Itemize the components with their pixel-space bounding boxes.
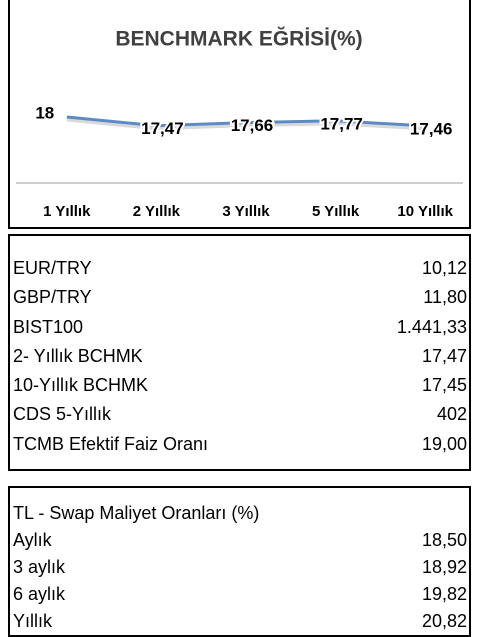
x-tick-label: 3 Yıllık [222,203,270,220]
cell-value: 11,80 [423,287,467,308]
cell-label: Aylık [13,530,52,550]
cell-label: EUR/TRY [13,258,92,278]
cell-value: 19,00 [421,433,467,454]
data-label: 17,47 [141,119,184,138]
chart-title: BENCHMARK EĞRİSİ(%) [115,27,362,51]
market-table: EUR/TRY 10,12 GBP/TRY 11,80 BIST100 1.441,33 2… [8,234,471,471]
line-shadow [66,118,426,131]
cell-label: GBP/TRY [13,287,92,308]
swap-table: TL - Swap Maliyet Oranları (%) Aylık 18,5… [8,486,471,637]
cell-value: 10,12 [421,258,467,278]
cell-label: 2- Yıllık BCHMK [13,345,143,366]
x-tick-label: 1 Yıllık [43,203,91,220]
data-label: 17,77 [320,114,363,133]
cell-label: CDS 5-Yıllık [13,404,112,425]
cell-value: 20,82 [421,611,467,631]
table-row: CDS 5-Yıllık 402 [10,400,469,429]
cell-value: 17,47 [421,345,467,366]
cell-label: 10-Yıllık BCHMK [13,375,149,396]
cell-label: BIST100 [13,316,84,337]
table-row: EUR/TRY 10,12 [10,254,469,283]
table-row: Aylık 18,50 [10,527,469,554]
chart: BENCHMARK EĞRİSİ(%) 1 Yıllık 2 Yıllık 3 Yı… [16,27,463,220]
cell-value: 18,50 [421,530,467,550]
x-tick-label: 2 Yıllık [133,203,181,220]
data-label: 17,66 [231,116,274,135]
table-row: GBP/TRY 11,80 [10,283,469,312]
table-title-text: TL - Swap Maliyet Oranları (%) [13,503,260,523]
data-label: 18 [35,103,54,122]
cell-label: 6 aylık [13,584,66,604]
cell-value: 402 [436,404,467,425]
table-row: 6 aylık 19,82 [10,581,469,608]
table-title: TL - Swap Maliyet Oranları (%) [10,500,469,527]
table-row: Yıllık 20,82 [10,608,469,635]
chart-panel: BENCHMARK EĞRİSİ(%) 1 Yıllık 2 Yıllık 3 Yı… [8,0,471,229]
cell-label: TCMB Efektif Faiz Oranı [13,433,209,454]
cell-label: 3 aylık [13,557,66,577]
cell-label: Yıllık [13,611,53,631]
table-row: 10-Yıllık BCHMK 17,45 [10,371,469,400]
cell-value: 1.441,33 [396,316,467,337]
x-tick-label: 5 Yıllık [312,203,360,220]
table-row: TCMB Efektif Faiz Oranı 19,00 [10,430,469,459]
table-row: 3 aylık 18,92 [10,554,469,581]
cell-value: 19,82 [421,584,467,604]
line [66,115,426,128]
data-label: 17,46 [410,119,453,138]
table-row: 2- Yıllık BCHMK 17,47 [10,342,469,371]
cell-value: 18,92 [421,557,467,577]
x-tick-label: 10 Yıllık [397,203,453,220]
cell-value: 17,45 [421,375,467,396]
table-row: BIST100 1.441,33 [10,313,469,342]
